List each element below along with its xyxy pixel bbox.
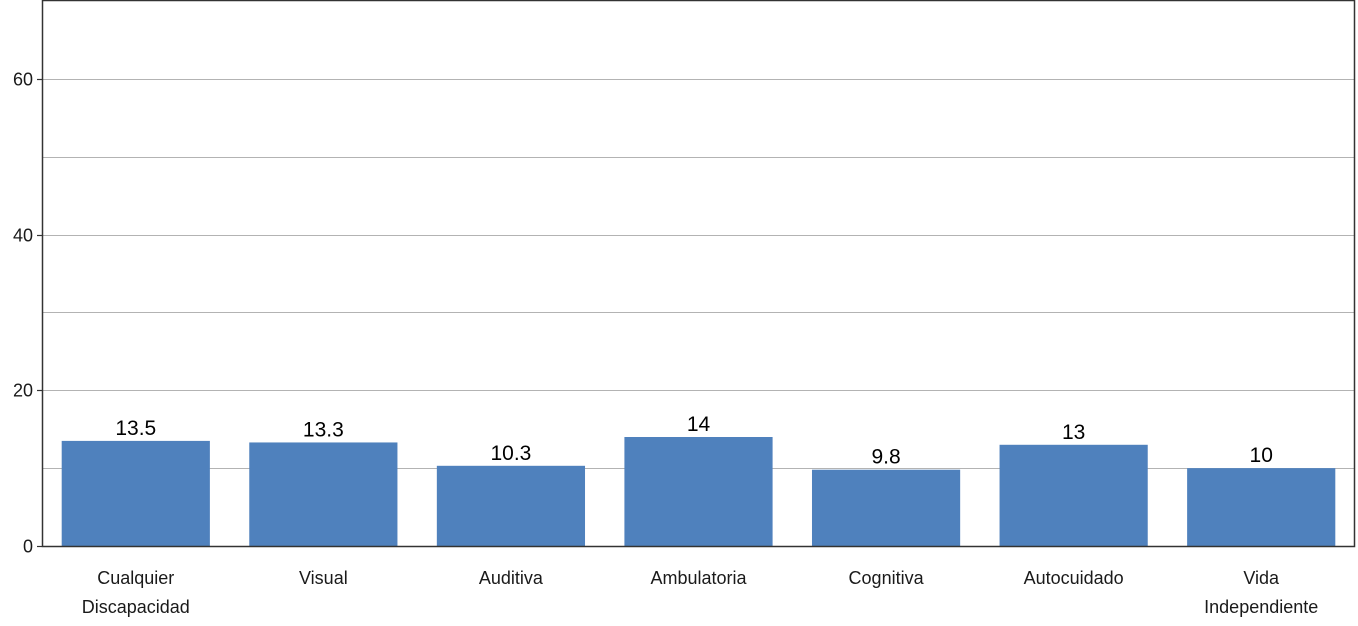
category-label: Cognitiva [849,568,925,588]
bar [436,465,586,546]
axes [37,0,1356,548]
category-label: Auditiva [479,568,544,588]
y-tick-label: 0 [23,537,33,557]
category-label: Discapacidad [82,597,190,617]
data-label: 13.3 [303,418,344,441]
y-tick-label: 60 [13,70,33,90]
data-label: 10 [1250,444,1273,467]
plot-frame [41,0,1356,548]
bar [249,442,398,546]
gridlines [42,79,1355,469]
bar [61,440,210,546]
category-label: Cualquier [97,568,174,588]
bar [999,444,1148,546]
bar [1187,468,1336,546]
bar [624,437,773,546]
data-label: 10.3 [490,442,531,465]
bars [61,437,1336,546]
data-label: 13.5 [115,417,156,440]
y-tick-label: 40 [13,226,33,246]
y-tick-label: 20 [13,381,33,401]
data-label: 14 [687,413,711,436]
category-label: Vida [1243,568,1280,588]
category-label: Ambulatoria [650,568,747,588]
data-label: 9.8 [871,446,900,469]
category-label: Independiente [1204,597,1318,617]
category-label: Autocuidado [1024,568,1124,588]
data-label: 13 [1062,421,1085,444]
bar [811,469,961,546]
category-label: Visual [299,568,348,588]
labels: 13.5 Cualquier Discapacidad 13.3 Visual 10.3 A… [13,70,1318,618]
